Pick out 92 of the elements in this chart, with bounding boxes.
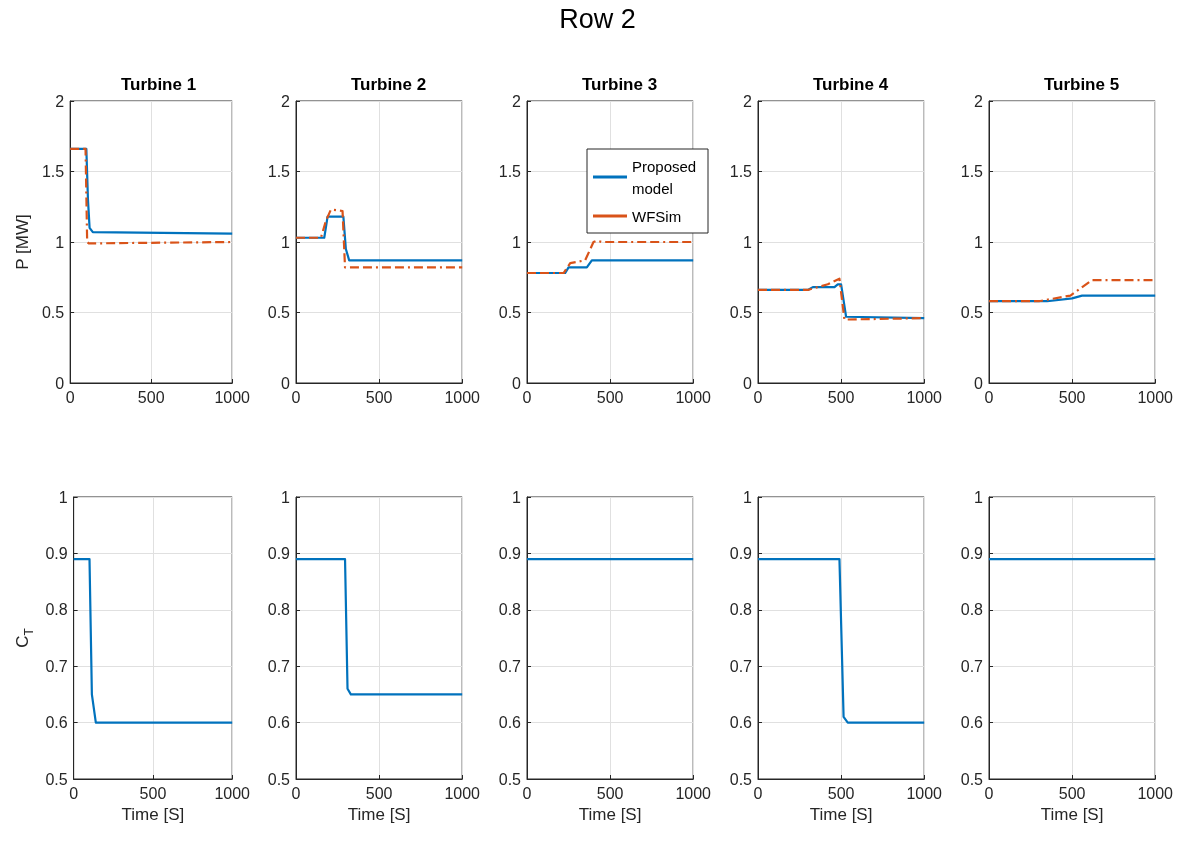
- x-tick-label: 1000: [444, 784, 481, 802]
- x-tick-label: 1000: [906, 784, 943, 802]
- y-tick-label: 0.8: [267, 601, 291, 619]
- x-tick-label: 500: [365, 388, 393, 406]
- y-tick-label: 0.7: [267, 657, 291, 675]
- y-tick-label: 0: [743, 374, 753, 392]
- y-tick-label: 1.5: [41, 163, 65, 180]
- y-tick-label: 0.7: [960, 657, 984, 675]
- x-tick-label: 1000: [1137, 388, 1174, 406]
- x-tick-label: 500: [596, 388, 624, 406]
- y-tick-label: 0.5: [45, 770, 68, 788]
- x-tick-label: 500: [1058, 784, 1086, 802]
- x-tick-label: 500: [365, 784, 393, 802]
- y-tick-label: 0.5: [498, 304, 522, 321]
- y-tick-label: 0.6: [729, 714, 753, 732]
- y-axis-title: CT: [13, 627, 36, 648]
- y-tick-label: 1: [512, 233, 522, 251]
- x-axis-title: Time [S]: [347, 804, 411, 824]
- chart-title: Turbine 3: [581, 75, 658, 94]
- x-axis-title: Time [S]: [1040, 804, 1104, 824]
- x-tick-label: 1000: [444, 388, 481, 406]
- y-tick-label: 0.7: [498, 657, 522, 675]
- x-tick-label: 500: [137, 388, 165, 406]
- y-tick-label: 0.5: [960, 304, 984, 321]
- legend-label: Proposed model: [632, 157, 701, 197]
- y-tick-label: 0.5: [729, 304, 753, 321]
- y-tick-label: 0.5: [267, 304, 291, 321]
- line-series: [294, 208, 464, 269]
- y-tick-label: 0.7: [45, 657, 68, 675]
- y-tick-label: 0.9: [960, 544, 984, 562]
- y-tick-label: 0: [974, 374, 984, 392]
- x-axis-title: Time [S]: [578, 804, 642, 824]
- y-tick-label: 1.5: [498, 163, 522, 180]
- y-tick-label: 1: [743, 488, 753, 506]
- y-tick-label: 2: [55, 92, 65, 110]
- y-tick-label: 0.5: [267, 770, 291, 788]
- y-tick-label: 0.9: [498, 544, 522, 562]
- x-tick-label: 1000: [675, 784, 712, 802]
- y-tick-label: 0.8: [498, 601, 522, 619]
- y-tick-label: 0.8: [729, 601, 753, 619]
- y-tick-label: 2: [281, 92, 291, 110]
- y-tick-label: 0.8: [960, 601, 984, 619]
- y-tick-label: 0.5: [960, 770, 984, 788]
- y-tick-label: 1: [281, 488, 291, 506]
- y-tick-label: 1: [743, 233, 753, 251]
- legend-label: WFSim: [632, 207, 682, 225]
- x-axis-title: Time [S]: [121, 804, 185, 824]
- y-tick-label: 0.6: [45, 714, 68, 732]
- x-tick-label: 1000: [906, 388, 943, 406]
- x-axis-title: Time [S]: [809, 804, 873, 824]
- y-tick-label: 1.5: [729, 163, 753, 180]
- x-tick-label: 1000: [214, 388, 251, 406]
- x-tick-label: 500: [827, 784, 855, 802]
- chart-title: Turbine 5: [1043, 75, 1120, 94]
- chart-title: Turbine 2: [350, 75, 427, 94]
- y-tick-label: 0.5: [729, 770, 753, 788]
- y-tick-label: 0.5: [498, 770, 522, 788]
- y-tick-label: 1.5: [267, 163, 291, 180]
- x-tick-label: 0: [69, 784, 79, 802]
- y-tick-label: 0.5: [41, 304, 65, 321]
- chart-title: Turbine 1: [120, 75, 197, 94]
- y-tick-label: 2: [974, 92, 984, 110]
- y-tick-label: 0: [55, 374, 65, 392]
- y-tick-label: 0: [512, 374, 522, 392]
- y-tick-label: 0.7: [729, 657, 753, 675]
- x-tick-label: 500: [139, 784, 167, 802]
- y-tick-label: 0: [281, 374, 291, 392]
- text: Row 2: [558, 4, 637, 35]
- y-tick-label: 0.6: [960, 714, 984, 732]
- y-tick-label: 1.5: [960, 163, 984, 180]
- x-tick-label: 500: [596, 784, 624, 802]
- y-tick-label: 1: [974, 233, 984, 251]
- y-tick-label: 1: [281, 233, 291, 251]
- y-tick-label: 1: [55, 233, 65, 251]
- chart-title: Turbine 4: [812, 75, 889, 94]
- x-tick-label: 500: [1058, 388, 1086, 406]
- x-tick-label: 1000: [675, 388, 712, 406]
- y-tick-label: 0.8: [45, 601, 68, 619]
- y-axis-title: P [MW]: [13, 214, 32, 270]
- x-tick-label: 500: [827, 388, 855, 406]
- y-tick-label: 0.6: [498, 714, 522, 732]
- y-tick-label: 1: [974, 488, 984, 506]
- x-tick-label: 1000: [214, 784, 251, 802]
- y-tick-label: 0.9: [45, 544, 68, 562]
- y-tick-label: 2: [512, 92, 522, 110]
- x-tick-label: 1000: [1137, 784, 1174, 802]
- y-tick-label: 2: [743, 92, 753, 110]
- y-tick-label: 1: [58, 488, 68, 506]
- y-tick-label: 0.6: [267, 714, 291, 732]
- y-tick-label: 1: [512, 488, 522, 506]
- y-tick-label: 0.9: [729, 544, 753, 562]
- y-tick-label: 0.9: [267, 544, 291, 562]
